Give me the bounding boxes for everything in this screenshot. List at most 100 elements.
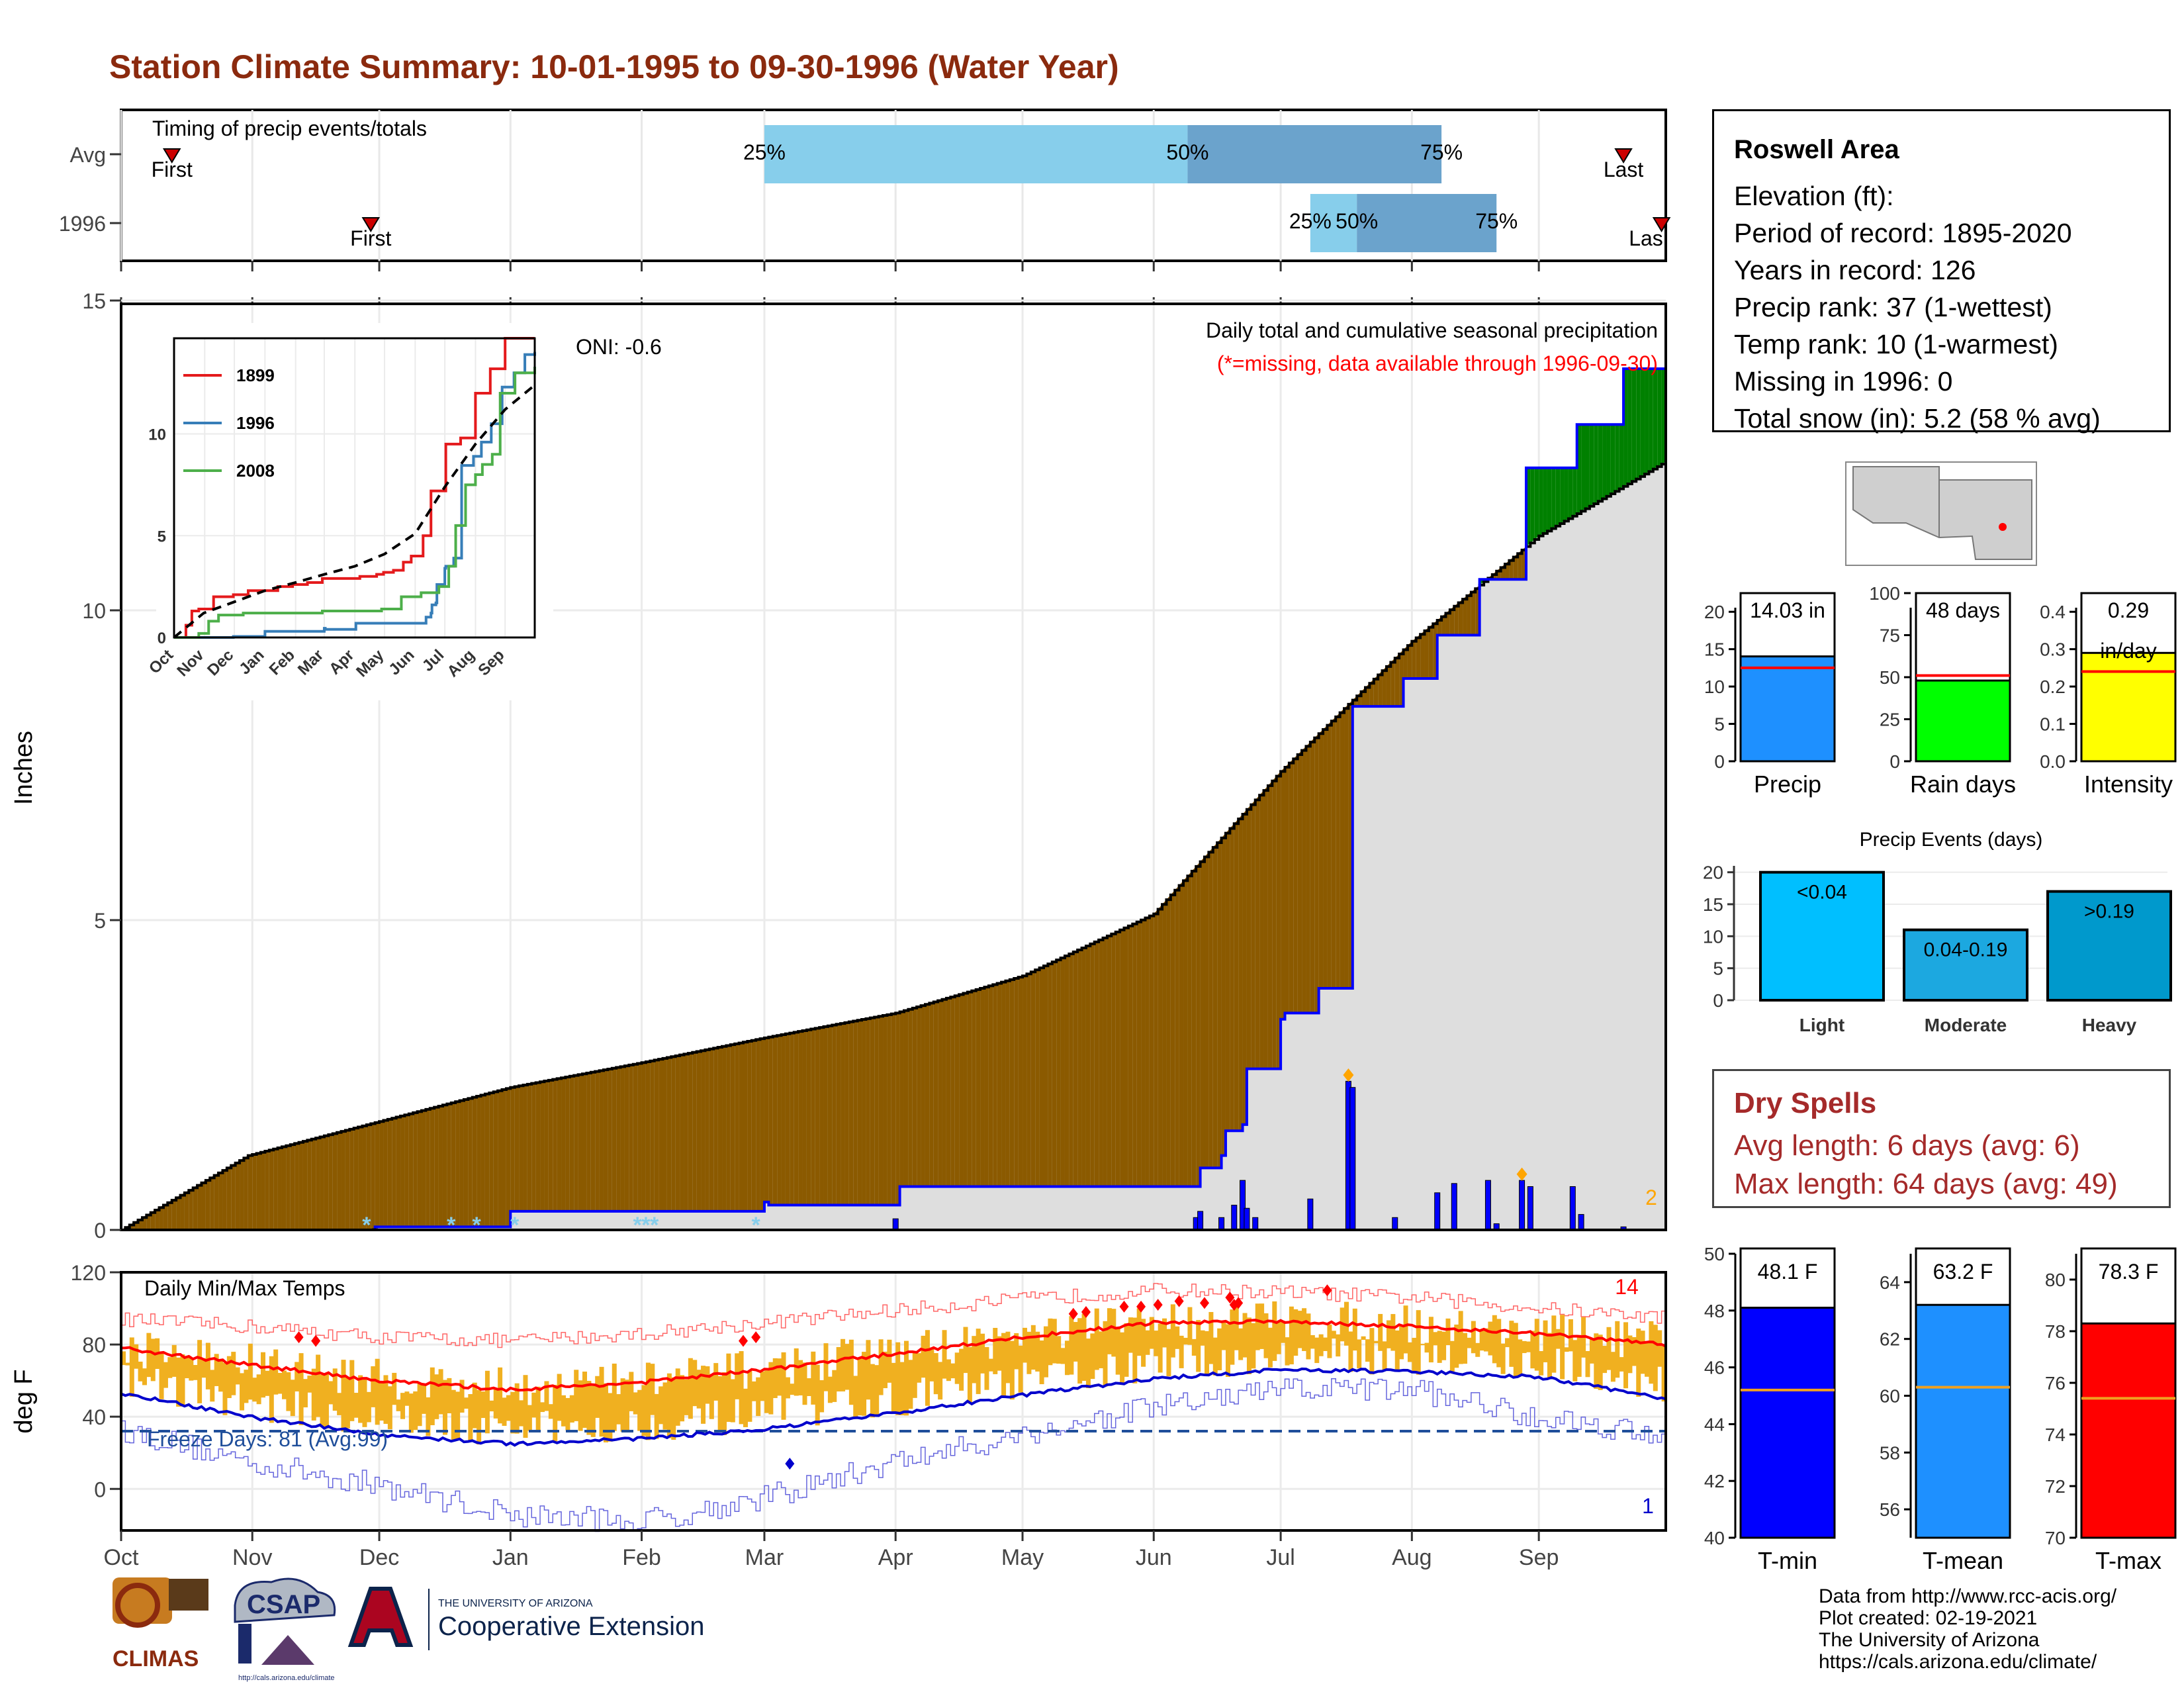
daily-temp-bar (844, 1344, 850, 1390)
daily-temp-bar (1649, 1321, 1654, 1384)
daily-temp-bar (1293, 1309, 1298, 1356)
temp-bar-tick-label: 50 (1704, 1244, 1725, 1264)
daily-temp-bar (1369, 1328, 1375, 1375)
deficit-area (171, 1197, 177, 1230)
deficit-area (590, 1071, 596, 1211)
daily-temp-bar (404, 1391, 410, 1406)
deficit-area (1327, 721, 1332, 988)
deficit-area (739, 1042, 743, 1211)
month-label: Oct (104, 1545, 139, 1570)
inset-legend-label: 1899 (236, 365, 275, 385)
deficit-area (167, 1200, 172, 1230)
daily-precip-bar (1569, 1186, 1576, 1231)
station-info-box: Roswell Area Elevation (ft): Period of r… (1712, 109, 2171, 434)
daily-precip-bar (1307, 1198, 1314, 1231)
inset-series-1899 (174, 337, 535, 639)
daily-temp-bar (1645, 1342, 1650, 1377)
daily-temp-bar (1602, 1346, 1608, 1374)
daily-temp-bar (197, 1340, 203, 1403)
snow-marker: * (473, 1213, 482, 1238)
deficit-area (972, 989, 976, 1187)
daily-temp-bar (540, 1402, 545, 1413)
deficit-area (1412, 637, 1416, 679)
daily-temp-bar (1217, 1328, 1222, 1371)
surplus-area (1615, 424, 1619, 492)
station-period: Period of record: 1895-2020 (1734, 218, 2072, 248)
daily-temp-bar (155, 1338, 160, 1369)
daily-temp-bar (1636, 1328, 1641, 1397)
deficit-area (1030, 970, 1036, 1187)
deficit-area (205, 1178, 210, 1230)
daily-temp-bar (302, 1379, 308, 1408)
inset-series-2008 (174, 367, 536, 639)
daily-temp-bar (193, 1365, 198, 1380)
daily-temp-bar (709, 1374, 714, 1419)
deficit-area (218, 1170, 223, 1230)
daily-temp-bar (180, 1354, 185, 1407)
daily-temp-bar (1246, 1317, 1251, 1374)
deficit-area (1390, 658, 1395, 707)
inset-xtick-label: Jul (419, 646, 448, 675)
deficit-area (1449, 606, 1455, 635)
daily-temp-bar (1052, 1319, 1057, 1364)
deficit-area (1196, 861, 1201, 1187)
daily-temp-bar (688, 1358, 693, 1419)
record-low-count: 1 (1642, 1494, 1654, 1518)
daily-temp-bar (1259, 1303, 1265, 1349)
daily-temp-bar (1594, 1333, 1599, 1389)
mini-tick-label: 0 (1889, 751, 1900, 772)
daily-temp-bar (1238, 1328, 1244, 1360)
deficit-area (240, 1158, 244, 1230)
daily-temp-bar (1441, 1331, 1447, 1360)
snow-marker: * (650, 1213, 659, 1238)
deficit-area (1191, 866, 1197, 1187)
daily-temp-bar (1035, 1331, 1040, 1372)
daily-temp-bar (434, 1374, 439, 1419)
record-high-marker (311, 1335, 321, 1347)
deficit-area (226, 1165, 232, 1230)
surplus-area (1576, 424, 1582, 514)
daily-temp-bar (735, 1353, 740, 1399)
deficit-area (514, 1086, 520, 1211)
mini-category-label: Intensity (2084, 771, 2173, 798)
deficit-area (1162, 900, 1167, 1187)
deficit-area (1120, 927, 1124, 1187)
inset-xtick-label: Jun (385, 646, 418, 679)
deficit-area (311, 1138, 316, 1230)
deficit-area (434, 1105, 439, 1227)
daily-temp-bar (1081, 1313, 1087, 1381)
daily-temp-bar (1623, 1322, 1629, 1389)
daily-temp-bar (1327, 1324, 1332, 1358)
deficit-area (1344, 704, 1349, 988)
deficit-area (760, 1037, 764, 1211)
daily-temp-bar (743, 1388, 748, 1427)
station-temp-rank: Temp rank: 10 (1-warmest) (1734, 329, 2058, 359)
daily-temp-bar (1175, 1326, 1180, 1349)
daily-temp-bar (1412, 1338, 1417, 1373)
daily-temp-bar (1128, 1317, 1133, 1353)
timing-row-label-Avg: Avg (69, 143, 106, 167)
daily-temp-bar (1399, 1325, 1404, 1360)
deficit-area (993, 983, 997, 1187)
temp-bar-tick-label: 76 (2045, 1373, 2066, 1393)
daily-temp-bar (590, 1385, 596, 1437)
daily-temp-bar (426, 1397, 431, 1436)
deficit-area (1509, 557, 1514, 580)
credit-data-source: Data from http://www.rcc-acis.org/ (1819, 1585, 2117, 1607)
daily-temp-bar (1281, 1321, 1286, 1343)
daily-precip-bar (1527, 1186, 1533, 1231)
station-snow: Total snow (in): 5.2 (58 % avg) (1734, 403, 2101, 434)
deficit-area (371, 1122, 375, 1230)
mini-value-bar (1739, 655, 1836, 763)
temp-bar-t-min: 40 42 44 46 48 50 48.1 F T-min (1704, 1244, 1836, 1574)
deficit-area (1208, 847, 1213, 1168)
deficit-area (862, 1018, 866, 1205)
deficit-area (1242, 809, 1247, 1125)
deficit-area (1204, 852, 1209, 1168)
inset-series-1996 (174, 352, 536, 639)
daily-temp-bar (353, 1393, 359, 1418)
daily-temp-bar (637, 1389, 643, 1431)
daily-temp-bar (1251, 1323, 1256, 1369)
deficit-area (954, 994, 960, 1187)
daily-temp-bar (1149, 1317, 1154, 1349)
